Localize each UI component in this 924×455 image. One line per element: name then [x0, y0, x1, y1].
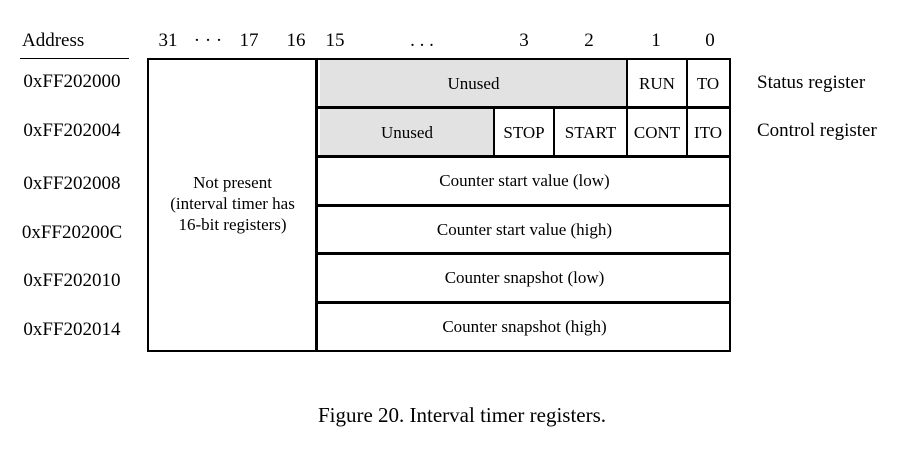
control-unused-field: Unused	[320, 109, 494, 156]
status-unused-field: Unused	[320, 60, 627, 107]
status-to-field: TO	[696, 73, 720, 93]
control-register-label: Control register	[757, 120, 877, 141]
control-start-field: START	[564, 122, 617, 142]
counter-snapshot-low-field: Counter snapshot (low)	[444, 268, 605, 287]
bit-1-label: 1	[651, 30, 661, 51]
bit-ellipsis-low: . . .	[410, 30, 434, 51]
address-status: 0xFF202000	[23, 71, 121, 92]
row-divider	[318, 106, 731, 109]
address-column-header: Address	[22, 30, 85, 51]
bit-17-label: 17	[239, 30, 259, 51]
address-control: 0xFF202004	[23, 120, 121, 141]
bit-16-label: 16	[286, 30, 306, 51]
bit-divider	[493, 107, 495, 156]
bit-3-label: 3	[519, 30, 529, 51]
address-header-rule	[20, 58, 129, 59]
counter-snapshot-high-field: Counter snapshot (high)	[442, 317, 607, 336]
address-start-high: 0xFF20200C	[21, 222, 123, 243]
control-cont-field: CONT	[633, 122, 681, 142]
address-snap-high: 0xFF202014	[23, 319, 121, 340]
row-divider	[318, 301, 731, 304]
bit-2-label: 2	[584, 30, 594, 51]
bit-ellipsis-high: · · ·	[193, 30, 223, 51]
address-snap-low: 0xFF202010	[23, 270, 121, 291]
figure-caption: Figure 20. Interval timer registers.	[317, 403, 607, 427]
counter-start-high-field: Counter start value (high)	[436, 220, 613, 239]
bit-31-label: 31	[158, 30, 178, 51]
bit-divider	[626, 60, 628, 156]
not-present-line-2: (interval timer has	[170, 194, 295, 213]
bit-divider	[553, 107, 555, 156]
bit-15-label: 15	[325, 30, 345, 51]
not-present-text: Not present (interval timer has 16-bit r…	[147, 172, 318, 235]
counter-start-low-field: Counter start value (low)	[439, 171, 610, 190]
row-divider	[318, 204, 731, 207]
register-map-frame	[147, 58, 731, 352]
row-divider	[318, 155, 731, 158]
bit-0-label: 0	[705, 30, 715, 51]
bit-divider	[686, 60, 688, 156]
address-start-low: 0xFF202008	[23, 173, 121, 194]
control-ito-field: ITO	[693, 122, 722, 142]
status-register-label: Status register	[757, 72, 866, 93]
not-present-region	[147, 58, 318, 352]
not-present-line-1: Not present	[193, 173, 272, 192]
row-divider	[318, 252, 731, 255]
not-present-line-3: 16-bit registers)	[178, 215, 287, 234]
status-run-field: RUN	[639, 73, 675, 93]
register-map: Unused RUN TO Unused STOP START CONT ITO…	[147, 58, 731, 352]
control-stop-field: STOP	[503, 122, 545, 142]
